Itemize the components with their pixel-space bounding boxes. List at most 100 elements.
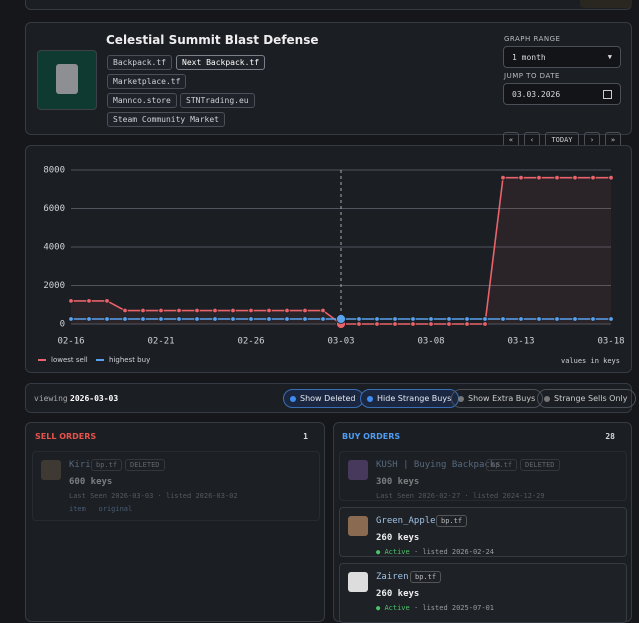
- user: Kiri: [69, 460, 91, 470]
- order[interactable]: Kiri bp.tf DELETED 600 keys Last Seen 20…: [32, 451, 320, 521]
- point: [428, 316, 434, 322]
- order[interactable]: Zairen bp.tf 260 keys ● Active · listed …: [339, 563, 627, 623]
- listed: · listed 2026-02-24: [413, 548, 495, 556]
- point: [554, 316, 560, 322]
- legend-label: lowest sell: [51, 356, 88, 364]
- order[interactable]: KUSH | Buying Backpacks bp.tf DELETED 30…: [339, 451, 627, 501]
- range-select[interactable]: 1 month ▼: [503, 46, 621, 68]
- point: [284, 316, 290, 322]
- y-tick-label: 0: [60, 320, 65, 330]
- avatar: [348, 516, 368, 536]
- chart-card: 0 2000 4000 6000 8000 02-16 02-21 02-26 03-03 03-…: [25, 145, 632, 373]
- point: [284, 307, 290, 314]
- link[interactable]: Steam Community Market: [107, 112, 225, 127]
- meta: Last Seen 2026-03-03 · listed 2026-03-02: [69, 492, 238, 500]
- last-seen: Last Seen 2026-02-27: [376, 492, 461, 500]
- y-tick-label: 6000: [43, 204, 65, 214]
- sell-panel: SELL ORDERS 1 Kiri bp.tf DELETED 600 key…: [25, 422, 325, 622]
- x-tick-label: 02-16: [57, 337, 84, 347]
- links: item original: [69, 505, 132, 513]
- status: ● Active: [376, 548, 410, 556]
- chart: 0 2000 4000 6000 8000 02-16 02-21 02-26 03-03 03-…: [38, 166, 625, 365]
- point: [266, 316, 272, 322]
- point: [464, 321, 470, 327]
- x-tick-label: 02-21: [147, 337, 174, 347]
- link[interactable]: Backpack.tf: [107, 55, 172, 70]
- point: [392, 316, 398, 322]
- link[interactable]: Marketplace.tf: [107, 74, 187, 89]
- tag: DELETED: [520, 459, 560, 471]
- link[interactable]: STNTrading.eu: [180, 93, 255, 108]
- link[interactable]: original: [98, 505, 133, 513]
- point: [248, 307, 254, 314]
- select-value: 1 month: [512, 52, 546, 62]
- point: [608, 316, 614, 322]
- point: [374, 321, 380, 327]
- toggle[interactable]: Show Extra Buys: [451, 389, 544, 408]
- date-input[interactable]: 03.03.2026: [503, 83, 621, 105]
- point: [230, 307, 236, 314]
- status: ● Active: [376, 604, 410, 612]
- legend-label: highest buy: [109, 356, 150, 364]
- point: [302, 307, 308, 314]
- user: KUSH | Buying Backpacks: [376, 460, 501, 470]
- point: [410, 316, 416, 322]
- user: Green_Apple: [376, 516, 436, 526]
- point: [590, 316, 596, 322]
- caret: ▼: [607, 53, 612, 61]
- point: [410, 321, 416, 327]
- point: [356, 321, 362, 327]
- viewing-label: viewing: [34, 394, 68, 403]
- item-image: [37, 50, 97, 110]
- point: [518, 316, 524, 322]
- point: [536, 175, 542, 181]
- point: [518, 175, 524, 181]
- link[interactable]: item: [69, 505, 86, 513]
- point: [122, 307, 128, 314]
- top-button[interactable]: [580, 0, 632, 8]
- point: [266, 307, 272, 314]
- listed: · listed 2026-03-02: [157, 492, 238, 500]
- point: [428, 321, 434, 327]
- point: [176, 307, 182, 314]
- panel-count: 28: [605, 432, 615, 441]
- point: [194, 307, 200, 314]
- point: [608, 175, 614, 181]
- point: [140, 316, 146, 322]
- point: [446, 321, 452, 327]
- point: [158, 316, 164, 322]
- point: [336, 314, 346, 324]
- price: 260 keys: [376, 589, 420, 599]
- user: Zairen: [376, 572, 409, 582]
- point: [500, 316, 506, 322]
- x-tick-label: 03-03: [327, 337, 354, 347]
- status-text: Active: [384, 548, 410, 556]
- point: [140, 307, 146, 314]
- y-tick-label: 2000: [43, 281, 65, 291]
- toggle[interactable]: Hide Strange Buys: [360, 389, 460, 408]
- point: [320, 307, 326, 314]
- point: [572, 316, 578, 322]
- toggle[interactable]: Show Deleted: [283, 389, 364, 408]
- avatar: [348, 572, 368, 592]
- link[interactable]: Next Backpack.tf: [176, 55, 266, 70]
- avatar: [348, 460, 368, 480]
- order[interactable]: Green_Apple bp.tf 260 keys ● Active · li…: [339, 507, 627, 557]
- tag: bp.tf: [436, 515, 468, 527]
- point: [554, 175, 560, 181]
- point: [446, 316, 452, 322]
- point: [158, 307, 164, 314]
- point: [68, 316, 74, 322]
- panel-title: BUY ORDERS: [342, 432, 401, 441]
- toggle[interactable]: Strange Sells Only: [537, 389, 636, 408]
- label: GRAPH RANGE: [504, 35, 561, 43]
- viewing-date: 2026-03-03: [70, 394, 119, 403]
- link[interactable]: Mannco.store: [107, 93, 177, 108]
- label: JUMP TO DATE: [504, 72, 560, 80]
- x-tick-label: 03-08: [417, 337, 444, 347]
- last-seen: Last Seen 2026-03-03: [69, 492, 154, 500]
- point: [122, 316, 128, 322]
- point: [230, 316, 236, 322]
- point: [104, 316, 110, 322]
